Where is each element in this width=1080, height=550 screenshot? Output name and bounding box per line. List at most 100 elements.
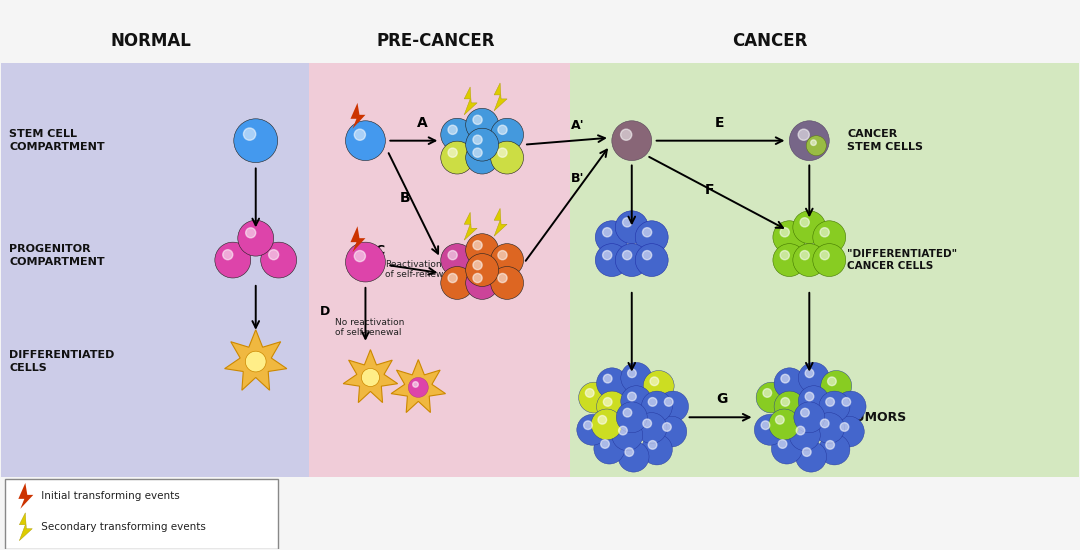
Text: G: G [716,392,727,406]
Text: CANCER
STEM CELLS: CANCER STEM CELLS [847,129,923,152]
Text: Secondary transforming events: Secondary transforming events [38,522,206,532]
Circle shape [807,136,826,156]
Circle shape [498,148,508,157]
Circle shape [346,121,386,161]
Circle shape [648,398,657,406]
Circle shape [577,414,608,446]
Circle shape [618,441,649,472]
Circle shape [627,369,636,377]
Circle shape [598,415,607,424]
Circle shape [441,244,474,277]
Circle shape [775,415,784,424]
Circle shape [771,433,802,464]
Circle shape [260,242,297,278]
Circle shape [819,434,850,465]
Circle shape [490,141,524,174]
Circle shape [611,420,643,450]
Circle shape [643,228,651,237]
Circle shape [238,221,273,256]
Text: DIFFERENTIATED
CELLS: DIFFERENTIATED CELLS [10,350,114,373]
Circle shape [441,118,474,151]
Circle shape [656,416,687,447]
Circle shape [215,242,251,278]
Circle shape [498,251,508,260]
Text: F: F [705,184,714,197]
Circle shape [642,434,673,465]
Circle shape [498,273,508,283]
Text: CANCER: CANCER [732,32,807,50]
FancyBboxPatch shape [309,63,570,477]
Circle shape [811,140,816,145]
Circle shape [821,371,852,402]
Circle shape [820,228,829,237]
Circle shape [819,391,850,422]
Circle shape [465,128,499,161]
Circle shape [834,416,864,447]
Circle shape [619,426,627,435]
Circle shape [448,273,457,283]
Circle shape [643,419,651,428]
Polygon shape [351,226,365,252]
Circle shape [448,125,457,134]
Circle shape [789,121,829,161]
Circle shape [245,228,256,238]
Circle shape [643,251,651,260]
Text: Initial transforming events: Initial transforming events [38,491,180,501]
Circle shape [642,391,673,422]
Circle shape [600,439,609,448]
Circle shape [595,221,629,254]
Circle shape [354,250,365,262]
Circle shape [826,398,835,406]
Circle shape [774,391,805,422]
Circle shape [635,221,669,254]
Circle shape [585,389,594,397]
Circle shape [473,116,482,124]
Circle shape [408,377,429,398]
Circle shape [820,251,829,260]
Circle shape [233,119,278,163]
Circle shape [813,221,846,254]
Circle shape [780,251,789,260]
Text: B: B [400,191,410,205]
Circle shape [813,412,845,443]
Circle shape [793,211,826,244]
Circle shape [658,391,689,422]
Circle shape [802,448,811,456]
Circle shape [780,228,789,237]
Circle shape [794,402,825,433]
Polygon shape [343,350,397,403]
Polygon shape [495,83,508,111]
Circle shape [465,267,499,299]
Circle shape [441,141,474,174]
Text: STEM CELL
COMPARTMENT: STEM CELL COMPARTMENT [10,129,105,152]
Circle shape [627,392,636,401]
Circle shape [222,250,233,260]
Circle shape [798,362,829,393]
Circle shape [490,244,524,277]
Text: A': A' [571,119,584,132]
Circle shape [498,125,508,134]
Text: NORMAL: NORMAL [110,32,191,50]
Circle shape [842,398,851,406]
Circle shape [789,420,821,450]
Text: PRE-CANCER: PRE-CANCER [376,32,495,50]
Circle shape [448,251,457,260]
Text: B': B' [571,172,584,185]
Polygon shape [19,513,32,541]
Circle shape [650,377,659,386]
Polygon shape [464,87,477,115]
Circle shape [490,267,524,299]
Circle shape [441,267,474,299]
Circle shape [490,118,524,151]
FancyBboxPatch shape [570,63,1079,477]
Circle shape [756,382,787,413]
Circle shape [465,254,499,287]
Circle shape [591,409,622,440]
Circle shape [603,228,611,237]
Circle shape [835,391,866,422]
Circle shape [245,351,266,372]
Circle shape [773,221,806,254]
Circle shape [800,218,809,227]
Circle shape [604,375,612,383]
Circle shape [594,433,625,464]
